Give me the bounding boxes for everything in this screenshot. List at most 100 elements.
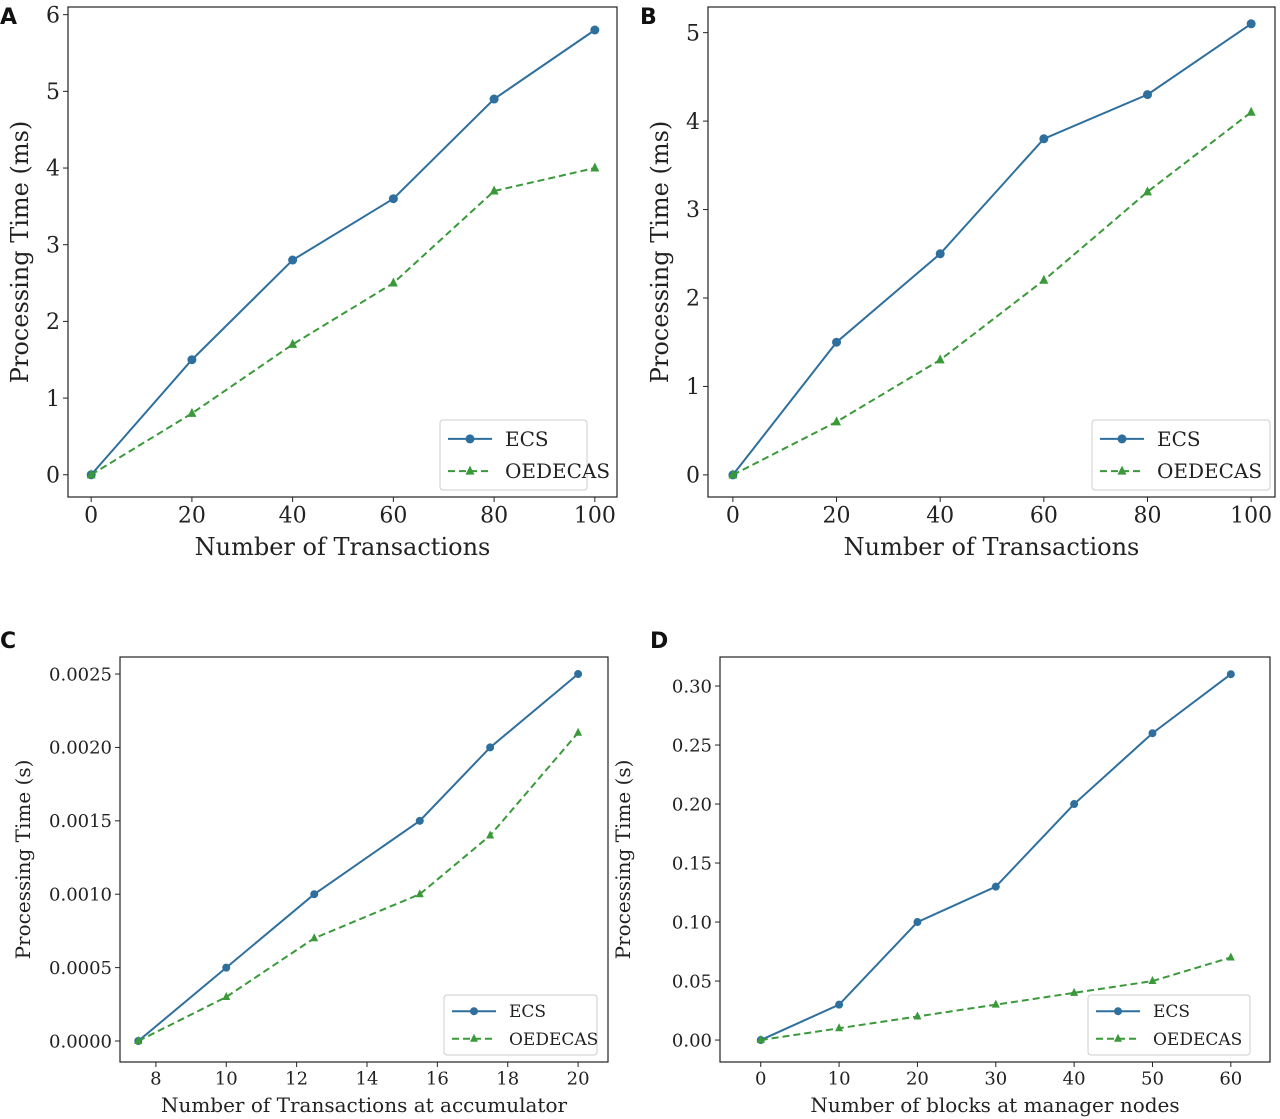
data-point-oedecas — [134, 1036, 143, 1045]
data-point-ecs — [835, 1000, 844, 1009]
axes-frame — [119, 656, 609, 1063]
axes-frame — [707, 6, 1276, 498]
y-tick-label: 0.0025 — [49, 664, 112, 685]
panel-a: A 0 20 40 60 80 100 0 1 2 3 4 5 6 Number of Transactio… — [0, 3, 618, 561]
panel-letter: A — [0, 5, 17, 30]
data-point-oedecas — [86, 469, 96, 479]
panel-letter: C — [0, 629, 16, 654]
data-point-oedecas — [991, 999, 1000, 1008]
data-point-ecs — [1039, 134, 1049, 144]
y-tick-label: 0.15 — [672, 853, 712, 874]
y-tick-label: 0.0000 — [49, 1031, 112, 1052]
data-point-oedecas — [1039, 274, 1049, 284]
x-tick-label: 12 — [285, 1068, 308, 1089]
x-tick-label: 10 — [828, 1068, 851, 1089]
y-tick-label: 0 — [686, 464, 700, 489]
data-point-oedecas — [288, 338, 298, 348]
legend-marker-ecs — [470, 1007, 478, 1016]
x-tick-label: 0 — [726, 504, 740, 529]
y-tick-label: 5 — [46, 80, 60, 105]
x-tick-label: 100 — [574, 504, 616, 529]
series-line-oedecas — [137, 732, 579, 1042]
data-point-ecs — [991, 882, 1000, 891]
legend-marker-oedecas — [465, 465, 475, 475]
legend-label: OEDECAS — [505, 459, 610, 483]
panel-letter: B — [640, 5, 657, 30]
legend-label: ECS — [1153, 1002, 1190, 1022]
data-point-oedecas — [913, 1011, 922, 1020]
x-tick-label: 20 — [178, 504, 206, 529]
data-point-ecs — [1148, 729, 1157, 738]
data-point-oedecas — [756, 1035, 765, 1044]
legend-marker-oedecas — [1114, 1033, 1122, 1042]
y-tick-label: 0.30 — [672, 676, 712, 697]
legend: ECS OEDECAS — [1087, 994, 1251, 1056]
y-tick-label: 0.00 — [672, 1030, 712, 1051]
data-point-oedecas — [388, 277, 398, 287]
data-point-ecs — [1226, 670, 1235, 679]
y-tick-label: 0 — [46, 463, 60, 488]
data-point-oedecas — [1148, 976, 1157, 985]
series-line-oedecas — [732, 111, 1252, 476]
x-tick-label: 20 — [906, 1068, 929, 1089]
series-line-ecs — [760, 673, 1232, 1041]
data-point-ecs — [935, 249, 945, 259]
x-axis-label: Number of Transactions — [195, 533, 491, 561]
data-point-oedecas — [574, 727, 583, 736]
y-tick-label: 0.0005 — [49, 958, 112, 979]
y-tick-label: 1 — [46, 387, 60, 412]
x-tick-label: 40 — [1063, 1068, 1086, 1089]
legend-label: ECS — [509, 1002, 546, 1022]
axes-frame — [67, 6, 618, 498]
legend-marker-oedecas — [470, 1033, 478, 1042]
x-tick-label: 40 — [279, 504, 307, 529]
x-axis-label: Number of Transactions at accumulator — [161, 1093, 568, 1117]
x-tick-label: 40 — [926, 504, 954, 529]
y-tick-label: 0.0020 — [49, 738, 112, 759]
x-tick-label: 18 — [496, 1068, 519, 1089]
data-point-oedecas — [1226, 952, 1235, 961]
x-axis-label: Number of blocks at manager nodes — [810, 1093, 1179, 1117]
legend: ECS OEDECAS — [443, 994, 598, 1056]
legend-label: ECS — [505, 427, 549, 451]
legend-box — [1091, 419, 1271, 491]
y-tick-label: 5 — [686, 21, 700, 46]
y-tick-label: 0.10 — [672, 912, 712, 933]
data-point-ecs — [1070, 800, 1079, 809]
panel-d: D 0 10 20 30 40 50 60 0.00 0.05 0.10 0.15 0.20 0.25 0.… — [611, 629, 1271, 1117]
data-point-oedecas — [935, 354, 945, 364]
data-point-ecs — [1143, 90, 1153, 100]
data-point-oedecas — [1070, 987, 1079, 996]
legend-box — [443, 994, 598, 1056]
y-tick-label: 1 — [686, 375, 700, 400]
y-axis-label: Processing Time (ms) — [6, 121, 34, 384]
data-point-ecs — [288, 255, 298, 265]
x-axis-label: Number of Transactions — [844, 533, 1140, 561]
data-point-oedecas — [187, 407, 197, 417]
data-point-oedecas — [486, 830, 495, 839]
legend-marker-oedecas — [1117, 465, 1127, 475]
x-tick-label: 16 — [426, 1068, 449, 1089]
data-point-ecs — [222, 963, 231, 972]
legend-marker-ecs — [1117, 434, 1127, 444]
legend: ECS OEDECAS — [1091, 419, 1271, 491]
y-tick-label: 0.0010 — [49, 885, 112, 906]
x-tick-label: 20 — [823, 504, 851, 529]
x-tick-label: 8 — [150, 1068, 161, 1089]
data-point-ecs — [590, 25, 600, 35]
legend-marker-ecs — [465, 434, 475, 444]
axes-frame — [719, 656, 1271, 1063]
data-point-oedecas — [1246, 106, 1256, 116]
x-tick-label: 80 — [1134, 504, 1162, 529]
y-tick-label: 3 — [46, 233, 60, 258]
legend-label: ECS — [1157, 427, 1201, 451]
y-tick-label: 3 — [686, 198, 700, 223]
panel-c: C 8 10 12 14 16 18 20 0.0000 0.0005 0.0010 0.0015 0.… — [0, 629, 609, 1117]
legend-marker-ecs — [1114, 1007, 1122, 1016]
y-axis-label: Processing Time (s) — [611, 760, 635, 960]
data-point-oedecas — [590, 162, 600, 172]
x-tick-label: 50 — [1141, 1068, 1164, 1089]
y-tick-label: 0.25 — [672, 735, 712, 756]
data-point-oedecas — [835, 1023, 844, 1032]
y-axis-label: Processing Time (ms) — [646, 121, 674, 384]
